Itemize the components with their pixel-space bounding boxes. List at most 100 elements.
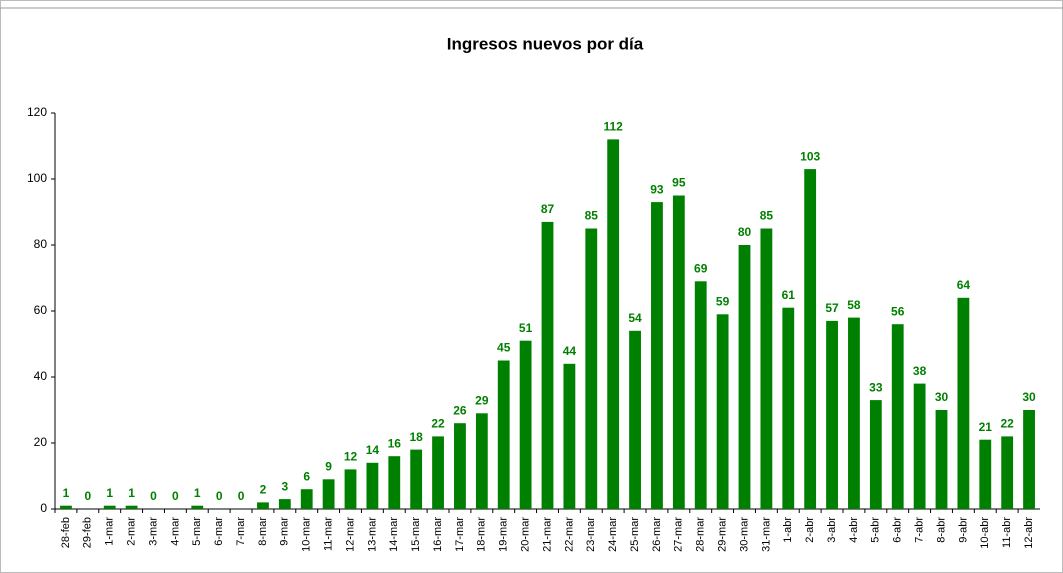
value-label: 0 [150,489,157,503]
x-tick-label: 10-mar [301,517,313,552]
value-label: 57 [825,301,839,315]
value-label: 14 [366,443,380,457]
x-tick-label: 18-mar [476,517,488,552]
bar [760,228,773,509]
x-tick-label: 7-mar [235,517,247,546]
value-label: 1 [194,486,201,500]
x-tick-label: 7-abr [914,517,926,543]
value-label: 1 [63,486,70,500]
bar [979,439,992,509]
x-tick-label: 24-mar [607,517,619,552]
x-tick-label: 2-mar [126,517,138,546]
x-tick-label: 9-abr [957,517,969,543]
x-tick-label: 6-mar [213,517,225,546]
value-label: 69 [694,261,708,275]
value-label: 64 [957,278,971,292]
x-tick-label: 20-mar [520,517,532,552]
value-label: 22 [1000,417,1014,431]
x-tick-label: 14-mar [388,517,400,552]
value-label: 58 [847,298,861,312]
x-tick-label: 16-mar [432,517,444,552]
x-tick-label: 1-mar [104,517,116,546]
value-label: 18 [409,430,423,444]
x-tick-label: 30-mar [738,517,750,552]
bar [344,469,357,509]
x-tick-label: 17-mar [454,517,466,552]
bar [388,456,401,509]
bar [497,360,510,509]
x-tick-label: 3-abr [826,517,838,543]
y-tick-label: 120 [27,105,47,119]
x-tick-label: 23-mar [585,517,597,552]
bar [957,297,970,509]
x-tick-label: 29-mar [717,517,729,552]
x-tick-label: 29-feb [82,517,94,548]
y-tick-label: 20 [34,435,48,449]
x-tick-label: 26-mar [651,517,663,552]
y-tick-label: 60 [34,303,48,317]
x-tick-label: 15-mar [410,517,422,552]
value-label: 45 [497,341,511,355]
bar [804,169,817,509]
value-label: 0 [238,489,245,503]
x-tick-label: 4-abr [848,517,860,543]
bar [651,202,663,509]
bar [913,383,926,509]
bar [300,489,313,509]
x-tick-label: 3-mar [147,517,159,546]
value-label: 26 [453,403,467,417]
bar [935,410,948,509]
value-label: 38 [913,364,927,378]
value-label: 30 [1022,390,1036,404]
bar [410,449,423,509]
bar [191,505,204,509]
value-label: 33 [869,380,883,394]
x-tick-label: 13-mar [366,517,378,552]
value-label: 80 [738,225,752,239]
bar [891,324,904,509]
value-label: 21 [979,420,993,434]
bar [585,228,598,509]
bar [716,314,729,509]
x-tick-label: 19-mar [498,517,510,552]
value-label: 87 [541,202,555,216]
value-label: 30 [935,390,949,404]
bar [60,505,72,509]
chart-title: Ingresos nuevos por día [447,34,644,53]
value-label: 44 [563,344,577,358]
bar [322,479,335,509]
bar [563,363,576,509]
x-tick-label: 1-abr [782,517,794,543]
bar [257,502,269,509]
value-label: 22 [431,417,445,431]
x-tick-label: 12-abr [1023,517,1035,549]
x-tick-label: 5-mar [191,517,203,546]
y-tick-label: 0 [40,501,47,515]
y-tick-label: 100 [27,171,47,185]
bar [607,139,620,509]
x-tick-label: 22-mar [563,517,575,552]
bar [738,245,751,509]
bar [629,330,641,509]
x-tick-label: 9-mar [279,517,291,546]
x-tick-label: 21-mar [541,517,553,552]
bar [432,436,444,509]
value-label: 85 [760,209,774,223]
bar [826,320,838,509]
x-tick-label: 31-mar [760,517,772,552]
x-tick-label: 8-mar [257,517,269,546]
y-tick-label: 40 [34,369,48,383]
value-label: 112 [603,120,623,134]
value-label: 9 [325,459,332,473]
value-label: 95 [672,176,686,190]
bar [103,505,116,509]
x-tick-label: 5-abr [870,517,882,543]
value-label: 16 [388,436,402,450]
value-label: 61 [782,288,796,302]
value-label: 2 [260,483,267,497]
value-label: 1 [128,486,135,500]
value-label: 1 [106,486,113,500]
x-tick-label: 12-mar [344,517,356,552]
x-tick-label: 27-mar [673,517,685,552]
